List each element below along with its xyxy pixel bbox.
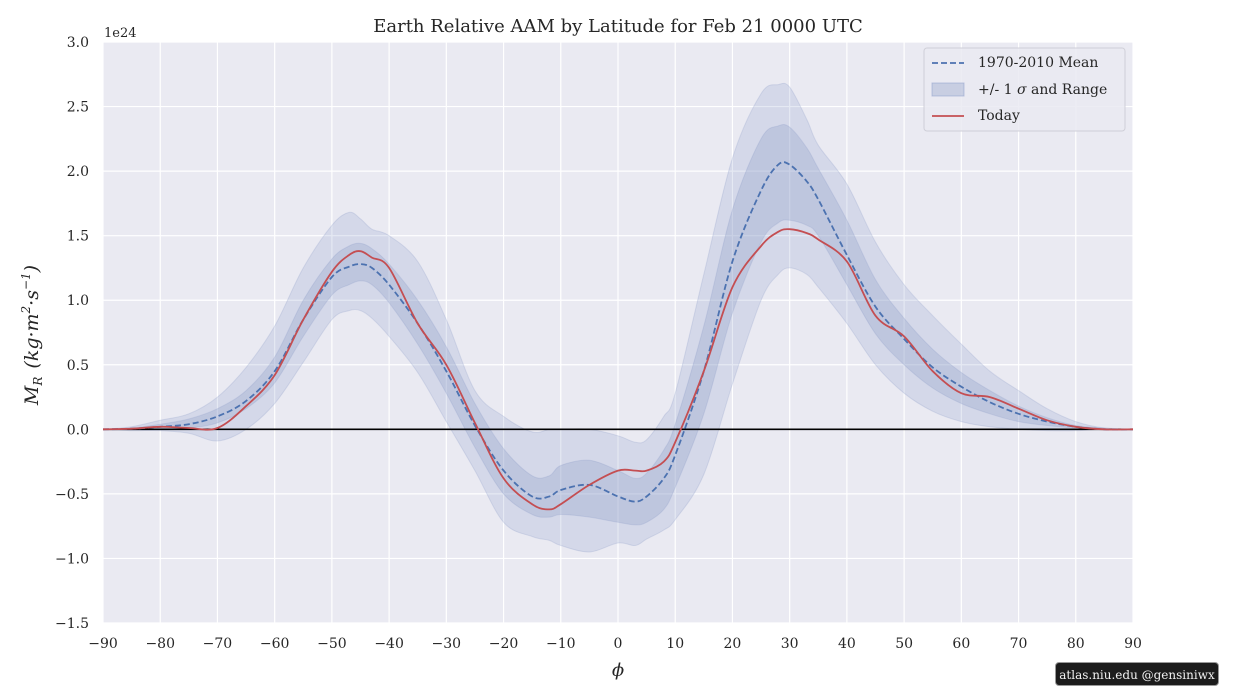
x-tick-label: −60 (260, 636, 290, 652)
x-tick-label: 40 (838, 636, 856, 652)
gridlines (102, 41, 1134, 624)
y-axis-units-mid: ·s (21, 290, 43, 306)
x-tick-label: −50 (317, 636, 347, 652)
x-tick-label: −80 (145, 636, 175, 652)
y-axis-inv: −1 (19, 272, 33, 290)
y-axis-label: MR (kg·m2·s−1) (19, 265, 45, 406)
y-tick-label: 2.5 (67, 100, 89, 116)
x-tick-label: 60 (952, 636, 970, 652)
y-axis-sq: 2 (19, 306, 33, 315)
x-axis-label: ϕ (612, 660, 624, 681)
legend-band-label: +/- 1 σ and Range (978, 82, 1107, 98)
y-axis-subscript: R (31, 377, 45, 387)
credit-badge: atlas.niu.edu @gensiniwx (1055, 662, 1219, 686)
x-tick-label: 70 (1010, 636, 1028, 652)
legend-today-label: Today (978, 108, 1020, 124)
mean-series-line (102, 161, 1134, 503)
x-tick-label: −70 (203, 636, 233, 652)
y-tick-label: 3.0 (67, 35, 89, 51)
data-lines (102, 161, 1134, 511)
x-tick-label: −30 (432, 636, 462, 652)
y-tick-label: 1.0 (67, 293, 89, 309)
x-tick-label: 30 (781, 636, 799, 652)
x-tick-label: 90 (1124, 636, 1142, 652)
x-tick-label: 20 (724, 636, 742, 652)
today-series-line (102, 228, 1134, 511)
legend-band-swatch (931, 82, 965, 97)
x-tick-label: −20 (489, 636, 519, 652)
x-tick-label: −40 (374, 636, 404, 652)
y-multiplier: 1e24 (104, 26, 137, 41)
y-tick-label: −1.0 (55, 551, 89, 567)
y-tick-label: 0.5 (67, 358, 89, 374)
y-tick-label: 2.0 (67, 164, 89, 180)
y-tick-label: 0.0 (67, 422, 89, 438)
y-tick-label: 1.5 (67, 229, 89, 245)
x-tick-labels: −90 −80 −70 −60 −50 −40 −30 −20 −10 0 10 20 30 40 50 60… (88, 636, 1142, 652)
svg-text:MR(kg·m2·s−1): MR (kg·m2·s−1) (19, 265, 45, 406)
legend-mean-label: 1970-2010 Mean (978, 55, 1098, 71)
y-axis-units-post: ) (21, 265, 43, 273)
x-tick-label: −90 (88, 636, 118, 652)
legend: 1970-2010 Mean +/- 1 σ and Range Today (923, 47, 1126, 132)
x-tick-label: 0 (614, 636, 623, 652)
x-tick-label: 10 (666, 636, 684, 652)
y-tick-label: −0.5 (55, 487, 89, 503)
y-axis-units-pre: (kg·m (21, 313, 43, 368)
y-tick-label: −1.5 (55, 616, 89, 632)
legend-box (923, 47, 1126, 132)
y-axis-symbol: M (21, 385, 43, 406)
chart-title: Earth Relative AAM by Latitude for Feb 2… (373, 16, 863, 37)
x-tick-label: −10 (546, 636, 576, 652)
x-tick-label: 80 (1067, 636, 1085, 652)
x-tick-label: 50 (895, 636, 913, 652)
y-tick-labels: −1.5 −1.0 −0.5 0.0 0.5 1.0 1.5 2.0 2.5 3.0 (55, 35, 89, 632)
